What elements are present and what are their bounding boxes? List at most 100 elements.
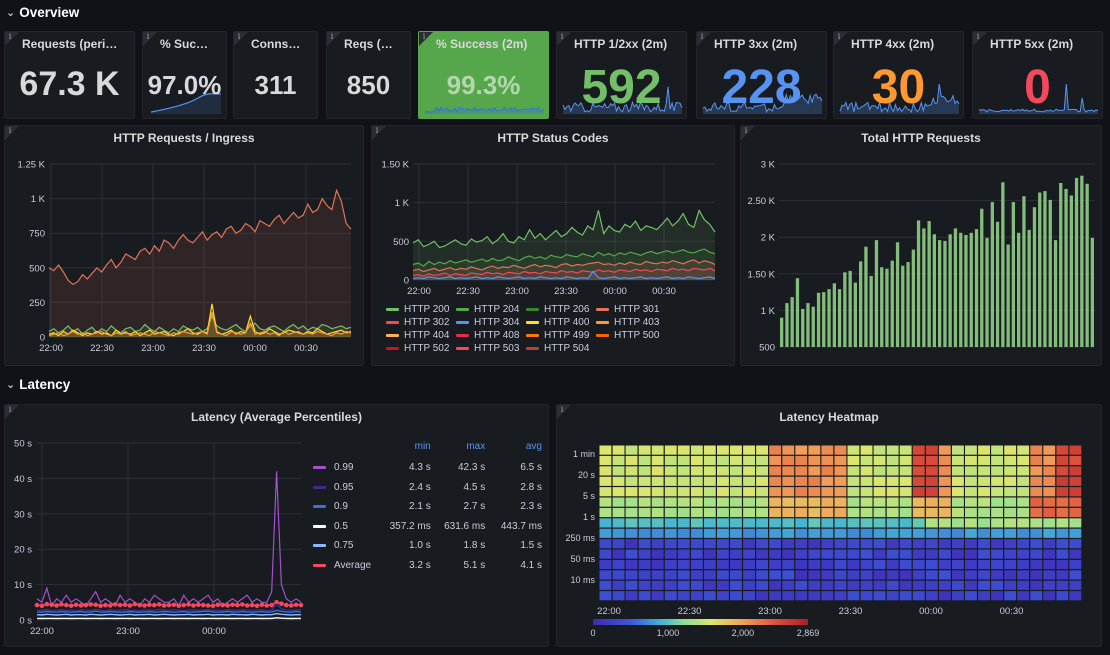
panel-latency-average-percentiles[interactable]: i Latency (Average Percentiles) 50 s 40 s… [4, 404, 549, 647]
heatmap-cell [690, 591, 703, 601]
legend-item[interactable]: HTTP 502 [386, 343, 456, 354]
y-tick-label: 500 [29, 263, 45, 274]
stat-sparkline [150, 93, 222, 114]
heatmap-cell [873, 580, 886, 590]
heatmap-cell [795, 528, 808, 538]
heatmap-cell [769, 539, 782, 549]
heatmap-cell [1030, 580, 1043, 590]
bar [1053, 240, 1058, 347]
legend-row[interactable]: Average 3.2 s 5.1 s 4.1 s [313, 556, 548, 576]
legend-item[interactable]: HTTP 301 [596, 304, 666, 315]
stat-panel[interactable]: i HTTP 4xx (2m) 30 [833, 31, 964, 119]
stat-panel[interactable]: i HTTP 3xx (2m) 228 [696, 31, 827, 119]
heatmap-cell [638, 476, 651, 486]
heatmap-cell [612, 539, 625, 549]
legend-label: HTTP 302 [404, 317, 450, 328]
heatmap-cell [651, 455, 664, 466]
legend-item[interactable]: HTTP 400 [526, 317, 596, 328]
heatmap-cell [782, 549, 795, 559]
heatmap-cell [638, 591, 651, 601]
sparkline-line [424, 105, 545, 113]
legend-item[interactable]: HTTP 200 [386, 304, 456, 315]
heatmap-cell [1017, 549, 1030, 559]
heatmap-cell [782, 487, 795, 497]
legend-item[interactable]: HTTP 500 [596, 330, 666, 341]
heatmap-cell [873, 559, 886, 570]
heatmap-cell [925, 445, 938, 455]
heatmap-cell [978, 539, 990, 549]
row-overview-toggle[interactable]: ⌄ Overview [6, 5, 79, 20]
heatmap-cell [638, 455, 651, 466]
legend-row[interactable]: 0.5 357.2 ms 631.6 ms 443.7 ms [313, 517, 548, 537]
stat-panel[interactable]: i HTTP 5xx (2m) 0 [972, 31, 1103, 119]
stat-panel[interactable]: i % Succe... 97.0% [142, 31, 227, 119]
heatmap-cell [717, 539, 729, 549]
heatmap-cell [991, 539, 1003, 549]
y-tick-label: 2.50 K [748, 196, 776, 207]
stat-panel[interactable]: i Reqs (2... 850 [326, 31, 411, 119]
y-tick-label: 30 s [14, 509, 32, 520]
legend-item[interactable]: HTTP 499 [526, 330, 596, 341]
series-point [298, 602, 304, 608]
col-min[interactable]: min [414, 441, 431, 452]
legend-row[interactable]: 0.99 4.3 s 42.3 s 6.5 s [313, 458, 548, 478]
legend-max: 4.5 s [463, 481, 486, 493]
heatmap-cell [625, 497, 638, 507]
bar [816, 292, 821, 347]
heatmap-cell [1056, 549, 1069, 559]
legend-item[interactable]: HTTP 408 [456, 330, 526, 341]
col-avg[interactable]: avg [525, 441, 542, 452]
legend-item[interactable]: HTTP 204 [456, 304, 526, 315]
stat-panel[interactable]: i Conns (... 311 [233, 31, 318, 119]
legend-item[interactable]: HTTP 403 [596, 317, 666, 328]
heatmap-cell [703, 559, 716, 570]
heatmap-cell [991, 507, 1003, 518]
heatmap-cell [991, 445, 1003, 455]
heatmap-cell [664, 549, 677, 559]
legend-row[interactable]: 0.9 2.1 s 2.7 s 2.3 s [313, 497, 548, 517]
heatmap-cell [1056, 518, 1069, 528]
row-latency-toggle[interactable]: ⌄ Latency [6, 377, 70, 392]
legend-item[interactable]: HTTP 302 [386, 317, 456, 328]
heatmap-cell [782, 497, 795, 507]
col-max[interactable]: max [466, 441, 486, 452]
heatmap-cell [717, 580, 729, 590]
legend-swatch [313, 485, 326, 489]
heatmap-cell [1017, 539, 1030, 549]
heatmap-cell [717, 476, 729, 486]
heatmap-cell [638, 549, 651, 559]
series-point [117, 602, 123, 608]
heatmap-cell [625, 549, 638, 559]
legend-item[interactable]: HTTP 206 [526, 304, 596, 315]
legend-row[interactable]: 0.75 1.0 s 1.8 s 1.5 s [313, 536, 548, 556]
bar [1048, 199, 1052, 347]
legend-row[interactable]: 0.95 2.4 s 4.5 s 2.8 s [313, 478, 548, 498]
legend-item[interactable]: HTTP 404 [386, 330, 456, 341]
heatmap-cell [938, 580, 951, 590]
heatmap-cell [703, 591, 716, 601]
stat-panel[interactable]: i Requests (period) 67.3 K [4, 31, 135, 119]
heatmap-cell [860, 507, 873, 518]
heatmap-cell [886, 559, 899, 570]
stat-panel[interactable]: i HTTP 1/2xx (2m) 592 [556, 31, 687, 119]
sparkline-line [702, 92, 823, 113]
x-tick-label: 23:00 [141, 343, 165, 354]
bar [859, 261, 863, 347]
stat-panel[interactable]: i % Success (2m) 99.3% [418, 31, 549, 119]
heatmap-cell [1004, 528, 1017, 538]
y-tick-label: 2 K [761, 233, 776, 244]
heatmap-cell [599, 507, 612, 518]
heatmap-cell [717, 497, 729, 507]
legend-item[interactable]: HTTP 304 [456, 317, 526, 328]
legend-item[interactable]: HTTP 504 [526, 343, 596, 354]
legend-item[interactable]: HTTP 503 [456, 343, 526, 354]
heatmap-cell [847, 591, 860, 601]
legend-max: 2.7 s [463, 501, 486, 513]
heatmap-cell [756, 455, 768, 466]
heatmap-cell [808, 487, 821, 497]
heatmap-cell [808, 570, 821, 580]
